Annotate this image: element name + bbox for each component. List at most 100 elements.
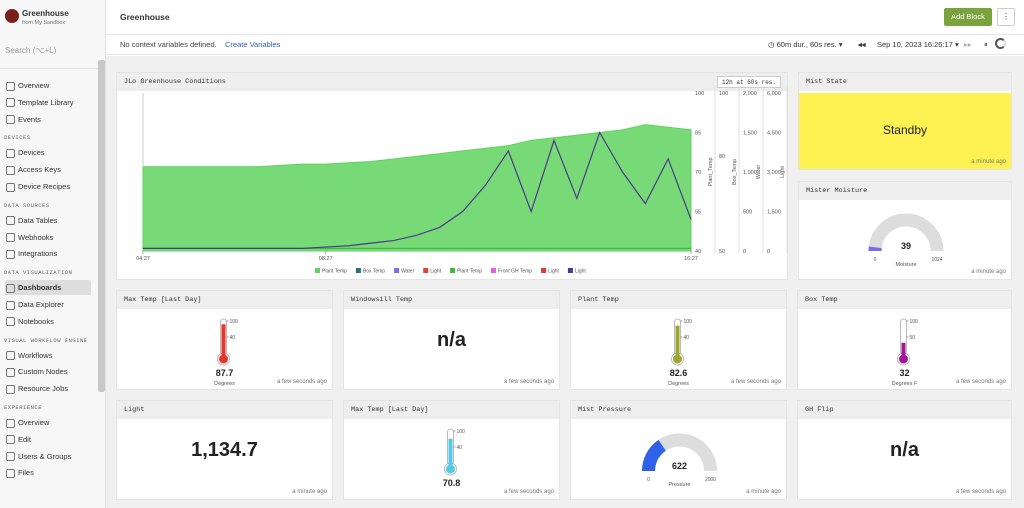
org-sub: from My Sandbox (22, 20, 66, 26)
bulb (673, 354, 682, 364)
block-thermometer: Plant Temp 100 40 82.6 Degrees a few seconds … (570, 290, 787, 390)
card-title: Mist Pressure (571, 401, 786, 419)
card-title: Max Temp [Last Day] (117, 291, 332, 309)
card-title: Plant Temp (571, 291, 786, 309)
back-button[interactable]: ◂◂ (858, 40, 866, 49)
nav-item[interactable]: Template Library (5, 95, 91, 110)
x-tick-label: 08:27 (319, 256, 333, 262)
section-label: VISUAL WORKFLOW ENGINE (4, 336, 88, 344)
divider (0, 68, 106, 69)
legend-swatch (541, 268, 547, 273)
y-axis-label: Box_Temp (732, 159, 738, 185)
resolution[interactable]: 12h at 60s res. (716, 76, 781, 88)
unit: Degrees (668, 381, 689, 387)
card-title: GH Flip (798, 401, 1011, 419)
create-variables-link[interactable]: Create Variables (225, 40, 281, 49)
thermo-reading: 32 (899, 368, 909, 378)
gauge-max: 1024 (931, 257, 942, 263)
nav-item[interactable]: Device Recipes (5, 179, 91, 194)
date-select[interactable]: Sep 10, 2023 16:26:17 ▾ (877, 40, 959, 49)
card-title: Box Temp (798, 291, 1011, 309)
area (142, 124, 692, 252)
timestamp: a minute ago (746, 489, 781, 495)
card-title: Mist State (799, 73, 1011, 91)
unit: Degrees (214, 381, 235, 387)
legend-label: Plant Temp (457, 269, 482, 275)
nav-item[interactable]: Users & Groups (5, 449, 91, 464)
tick-label: 50 (910, 335, 916, 341)
nav-item[interactable]: Data Tables (5, 213, 91, 228)
gauge-label: Pressure (668, 482, 690, 488)
org-name: Greenhouse (22, 9, 69, 18)
scrollbar[interactable] (98, 60, 105, 392)
y-axis-label: Light (780, 166, 786, 178)
y-axis-label: Water (756, 165, 762, 180)
nav-item[interactable]: Files (5, 465, 91, 480)
menu-button[interactable]: ⋮ (997, 8, 1015, 26)
card-title: Windowsill Temp (344, 291, 559, 309)
tick-label: 100 (230, 319, 239, 325)
timestamp: a few seconds ago (503, 379, 554, 385)
search[interactable]: Search (⌥+L) (5, 46, 57, 55)
gauge-reading: 39 (901, 241, 911, 251)
y-tick-label: 100 (719, 91, 728, 97)
mercury (221, 324, 226, 359)
nav-item[interactable]: Custom Nodes (5, 364, 91, 379)
nav-item[interactable]: Resource Jobs (5, 381, 91, 396)
tick-label: 40 (684, 335, 690, 341)
forward-button[interactable]: ▸▸ (964, 40, 972, 49)
section-label: DATA VISUALIZATION (4, 269, 73, 277)
timestamp: a few seconds ago (955, 379, 1006, 385)
nav-item[interactable]: Notebooks (5, 314, 91, 329)
legend-swatch (491, 268, 496, 273)
thermometer: 100 40 82.6 Degrees (668, 318, 693, 387)
gauge-track (868, 213, 944, 252)
bulb (219, 354, 228, 364)
thermometer: 100 40 70.8 (443, 428, 466, 488)
tick-label: 100 (457, 429, 466, 435)
nav-item[interactable]: Integrations (5, 246, 91, 261)
y-tick-label: 4,500 (767, 131, 781, 137)
pause-button[interactable]: ⏸ (984, 40, 988, 49)
legend-label: Light (430, 269, 441, 275)
y-tick-label: 500 (743, 210, 752, 216)
gauge-reading: 622 (672, 461, 687, 471)
mercury (675, 325, 680, 359)
nav-item[interactable]: Webhooks (5, 230, 91, 245)
legend-swatch (423, 268, 429, 273)
y-tick-label: 0 (767, 249, 770, 255)
duration-select[interactable]: ◷ 60m dur., 60s res. ▾ (768, 40, 843, 49)
mercury (448, 438, 453, 469)
nav-item[interactable]: Overview (5, 415, 91, 430)
nav-item[interactable]: Workflows (5, 348, 91, 363)
nav-item[interactable]: Dashboards (5, 280, 91, 296)
nav-item[interactable]: Overview (5, 78, 91, 93)
dashboard: JLo Greenhouse Conditions 12h at 60s res.… (106, 56, 1024, 508)
section-label: EXPERIENCE (4, 404, 43, 411)
timestamp: a minute ago (971, 159, 1006, 165)
status-value: Standby (882, 123, 928, 137)
chart-block: JLo Greenhouse Conditions 12h at 60s res.… (116, 72, 788, 280)
nav-item[interactable]: Edit (5, 432, 91, 447)
add-block-button[interactable]: Add Block (944, 8, 992, 26)
tick-label: 100 (684, 319, 693, 325)
nav-item[interactable]: Access Keys (5, 162, 91, 177)
legend-swatch (567, 268, 573, 273)
block-thermometer: Max Temp [Last Day] 100 40 87.7 Degrees a few… (116, 290, 333, 390)
nav-item[interactable]: Data Explorer (5, 297, 91, 312)
text-value: n/a (437, 329, 466, 351)
line (143, 131, 692, 249)
nav-item[interactable]: Events (5, 112, 91, 127)
duration: 60m dur., 60s res. (776, 40, 837, 49)
block-thermometer: Max Temp [Last Day] 100 40 70.8 a few second… (343, 400, 560, 500)
block-gauge: Mister Moisture 39 0 1024 Moisture a minute a… (798, 181, 1012, 280)
y-tick-label: 50 (719, 249, 725, 255)
y-axis-label: Plant_Temp (708, 157, 714, 186)
nav-item[interactable]: Devices (5, 145, 91, 160)
block-status: Mist State Standby a minute ago (798, 72, 1012, 170)
legend-swatch (355, 268, 361, 273)
tick-label: 40 (457, 445, 463, 451)
gauge: 622 0 2000 Pressure (642, 433, 717, 488)
refresh-spinner (995, 38, 1006, 49)
